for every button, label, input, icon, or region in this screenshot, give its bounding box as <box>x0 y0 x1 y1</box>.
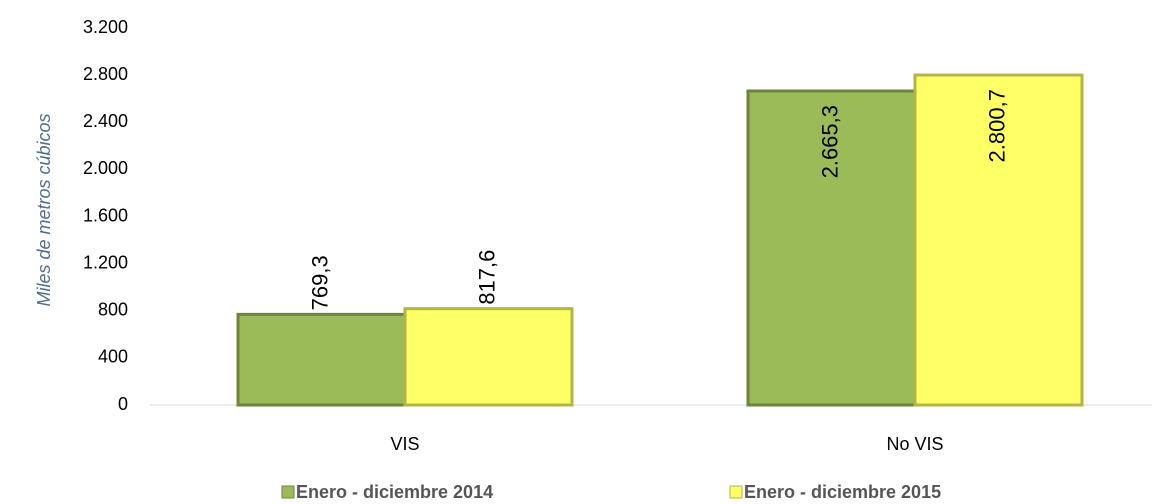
x-tick-label: VIS <box>390 434 419 454</box>
legend-swatch <box>729 485 743 499</box>
value-label: 2.800,7 <box>984 89 1009 162</box>
y-tick-label: 1.200 <box>83 252 128 272</box>
value-label: 817,6 <box>474 250 499 305</box>
y-axis-label: Miles de metros cúbicos <box>34 113 54 306</box>
x-tick-label: No VIS <box>886 434 943 454</box>
y-tick-label: 400 <box>98 347 128 367</box>
legend-label: Enero - diciembre 2015 <box>744 482 941 502</box>
value-label: 2.665,3 <box>817 105 842 178</box>
y-tick-label: 0 <box>118 394 128 414</box>
legend-swatch <box>281 485 295 499</box>
y-tick-label: 1.600 <box>83 205 128 225</box>
bar <box>403 307 574 407</box>
bar <box>913 73 1084 407</box>
legend-label: Enero - diciembre 2014 <box>296 482 493 502</box>
y-tick-label: 2.400 <box>83 111 128 131</box>
y-tick-label: 2.000 <box>83 158 128 178</box>
y-tick-label: 800 <box>98 300 128 320</box>
bar <box>236 312 407 407</box>
y-tick-label: 3.200 <box>83 17 128 37</box>
value-label: 769,3 <box>307 255 332 310</box>
y-tick-label: 2.800 <box>83 64 128 84</box>
